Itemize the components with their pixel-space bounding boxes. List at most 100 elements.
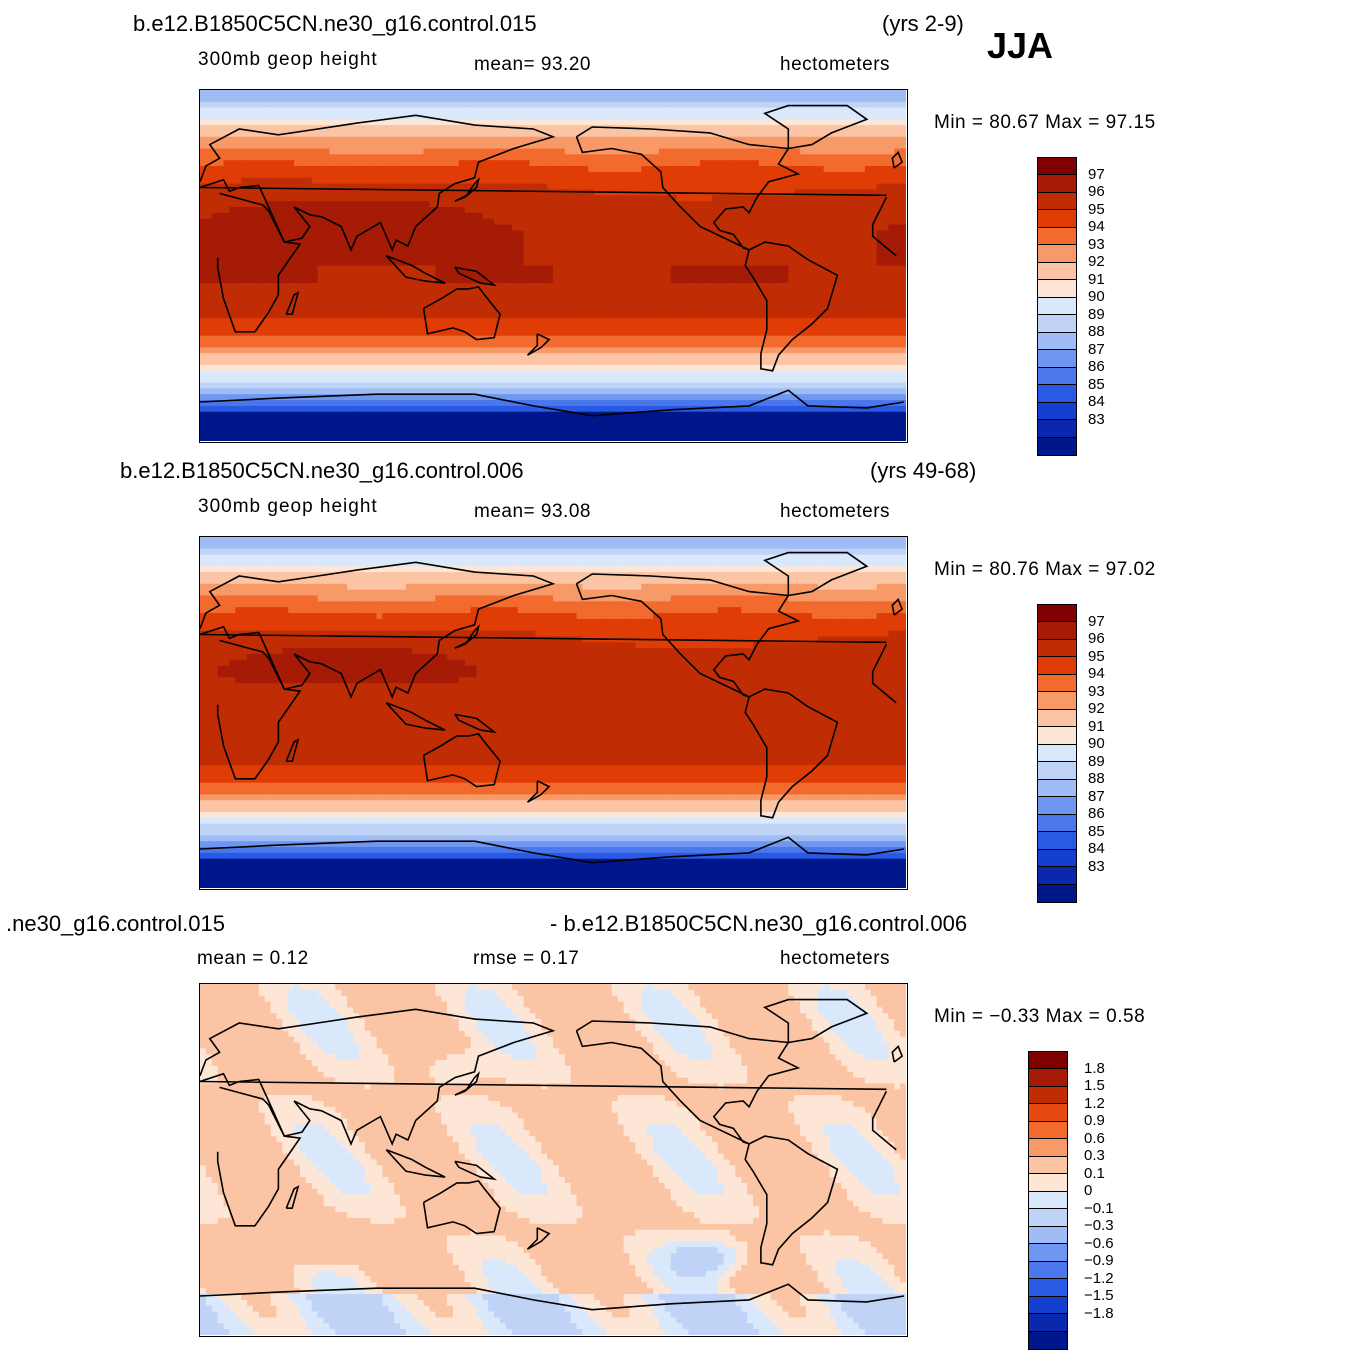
field-cell (711, 160, 719, 167)
field-cell (694, 125, 701, 132)
field-cell (641, 230, 648, 237)
field-cell (847, 119, 854, 126)
field-cell (723, 207, 731, 214)
field-cell (558, 253, 566, 261)
field-cell (335, 90, 342, 97)
field-cell (505, 230, 513, 237)
field-cell (670, 318, 678, 325)
field-cell (747, 242, 754, 249)
field-cell (458, 236, 466, 243)
field-cell (352, 283, 360, 290)
field-cell (505, 183, 513, 191)
field-cell (547, 324, 554, 331)
field-cell (394, 212, 401, 220)
field-cell (288, 230, 295, 237)
field-cell (294, 247, 301, 255)
field-cell (782, 259, 789, 267)
field-cell (364, 189, 372, 196)
field-cell (388, 101, 395, 109)
field-cell (647, 166, 654, 173)
field-cell (800, 107, 807, 114)
field-cell (611, 236, 619, 243)
field-cell (505, 329, 513, 337)
field-cell (235, 283, 242, 290)
field-cell (788, 212, 795, 220)
field-cell (294, 113, 301, 120)
field-cell (664, 288, 672, 296)
field-cell (900, 312, 906, 319)
field-cell (782, 271, 789, 278)
field-cell (370, 212, 378, 220)
field-cell (488, 265, 495, 272)
field-cell (623, 236, 631, 243)
field-cell (770, 101, 778, 109)
field-cell (835, 324, 842, 331)
field-cell (841, 288, 848, 296)
field-cell (500, 212, 507, 220)
field-cell (458, 201, 466, 208)
field-cell (758, 125, 766, 132)
field-cell (358, 324, 366, 331)
field-cell (347, 195, 354, 202)
field-cell (588, 318, 595, 325)
field-cell (747, 107, 754, 114)
field-cell (729, 271, 736, 278)
field-cell (511, 90, 519, 97)
field-cell (729, 119, 736, 126)
field-cell (741, 318, 748, 325)
field-cell (523, 195, 531, 202)
field-cell (741, 189, 748, 196)
field-cell (570, 306, 578, 313)
field-cell (482, 329, 489, 337)
field-cell (223, 113, 231, 120)
field-cell (653, 136, 660, 144)
field-cell (553, 113, 560, 120)
field-cell (758, 218, 766, 226)
field-cell (623, 247, 631, 255)
field-cell (411, 324, 419, 331)
field-cell (294, 288, 301, 296)
field-cell (664, 201, 672, 208)
field-cell (329, 265, 336, 272)
field-cell (664, 277, 672, 284)
field-cell (570, 324, 578, 331)
field-cell (741, 312, 748, 319)
field-cell (658, 142, 666, 150)
field-cell (435, 329, 442, 337)
field-cell (700, 95, 707, 103)
field-cell (205, 318, 213, 325)
field-cell (511, 224, 519, 231)
field-cell (794, 130, 801, 138)
field-cell (441, 101, 448, 109)
field-cell (247, 125, 254, 132)
field-cell (247, 189, 254, 196)
field-cell (711, 271, 719, 278)
field-cell (329, 277, 336, 284)
field-cell (558, 95, 566, 103)
field-cell (270, 312, 278, 319)
field-cell (876, 90, 884, 97)
field-cell (717, 253, 725, 261)
field-cell (435, 288, 442, 296)
field-cell (211, 207, 219, 214)
field-cell (294, 195, 301, 202)
field-cell (305, 125, 313, 132)
field-cell (800, 236, 807, 243)
field-cell (417, 318, 425, 325)
field-cell (841, 183, 848, 191)
field-cell (452, 177, 460, 185)
field-cell (576, 242, 584, 249)
field-cell (258, 224, 266, 231)
field-cell (900, 107, 906, 114)
field-cell (429, 247, 436, 255)
field-cell (811, 160, 819, 167)
field-cell (800, 136, 807, 144)
field-cell (500, 277, 507, 284)
field-cell (835, 183, 842, 191)
field-cell (300, 324, 307, 331)
field-cell (476, 230, 483, 237)
field-cell (482, 95, 489, 103)
field-cell (241, 195, 248, 202)
field-cell (741, 218, 748, 226)
field-cell (535, 277, 542, 284)
